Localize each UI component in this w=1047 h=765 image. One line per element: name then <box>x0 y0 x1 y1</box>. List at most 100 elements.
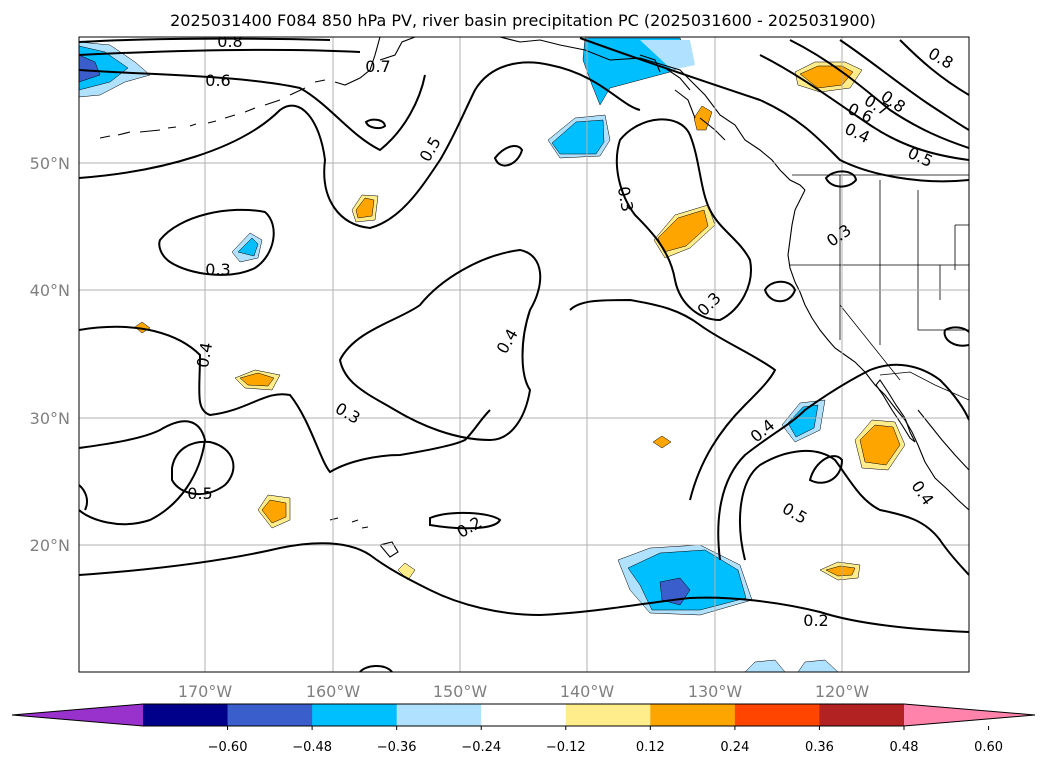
contour-label: 0.3 <box>205 260 230 279</box>
aleutian-islands <box>99 79 326 139</box>
colorbar-segment <box>565 704 651 726</box>
colorbar-tick-label: 0.60 <box>974 740 1003 755</box>
colorbar-tick-label: 0.12 <box>636 740 665 755</box>
colorbar-segment <box>481 704 567 726</box>
colorbar-ticks: −0.60 −0.48 −0.36 −0.24 −0.12 0.12 0.24 0.36 0.4… <box>208 726 1003 755</box>
coastlines <box>99 37 969 558</box>
colorbar-segment <box>227 704 313 726</box>
contour-0.4-east <box>717 363 969 561</box>
neg-area-subtropical-east-core <box>787 404 819 438</box>
contour-0.5-south <box>171 440 235 496</box>
neg-area-west-edge-max <box>79 54 101 83</box>
contour-label: 0.8 <box>217 32 242 51</box>
colorbar-extend-low <box>12 704 143 726</box>
colorbar-segment <box>143 704 229 726</box>
hawaii-islands <box>329 517 399 558</box>
baja-peninsula <box>875 379 916 443</box>
colorbar-segment <box>396 704 482 726</box>
neg-area-west-edge-core <box>79 45 129 91</box>
colorbar-extend-high <box>904 704 1035 726</box>
neg-area-south-edge <box>744 659 786 672</box>
contour-label: 0.4 <box>193 341 216 369</box>
pos-area-west-small-core <box>355 197 375 219</box>
contour-0.8-top <box>79 37 331 43</box>
gulf-california <box>917 409 969 471</box>
contour-0.7-northeast <box>899 39 969 96</box>
contour-0.3-ne-small <box>824 170 858 188</box>
contour-label: 0.2 <box>803 611 828 630</box>
contour-0.4-mid <box>79 325 491 474</box>
contour-0.3-alaska <box>579 37 969 183</box>
colorbar-tick-label: −0.24 <box>461 740 501 755</box>
contour-0.6-northeast <box>839 39 969 131</box>
grid-lines <box>79 37 969 672</box>
pos-area-tiny <box>652 435 672 449</box>
colorbar-segment <box>734 704 820 726</box>
contour-0.5-inner-east <box>808 455 844 484</box>
contour-label: 0.7 <box>365 57 390 76</box>
contour-0.3-bay <box>615 118 752 322</box>
contour-0.3-nw-small <box>493 145 524 167</box>
contour-0.5-northeast <box>789 39 969 149</box>
contour-0.2-south <box>79 542 969 633</box>
lon-label-170w: 170°W <box>178 682 233 701</box>
lat-label-30n: 30°N <box>30 409 70 428</box>
colorbar-segment <box>312 704 398 726</box>
colorbar-segment <box>650 704 736 726</box>
pos-area-baja-core <box>859 424 901 466</box>
latitude-labels: 50°N 40°N 30°N 20°N <box>30 154 70 555</box>
map-title: 2025031400 F084 850 hPa PV, river basin … <box>170 11 876 30</box>
neg-area-small-west-core <box>237 237 259 257</box>
contour-0.6-west <box>79 69 426 152</box>
lat-label-20n: 20°N <box>30 536 70 555</box>
contour-0.4-west-edge <box>79 484 89 511</box>
neg-area-gulf-light <box>640 40 695 70</box>
contour-0.3-central <box>338 248 542 442</box>
colorbar-tick-label: 0.24 <box>720 740 749 755</box>
west-coast <box>787 189 969 511</box>
contour-0.4-southwest <box>79 420 207 526</box>
lon-label-140w: 140°W <box>560 682 615 701</box>
lon-label-120w: 120°W <box>815 682 870 701</box>
colorbar-tick-label: 0.48 <box>890 740 919 755</box>
contour-0.7-top <box>79 48 361 56</box>
lon-label-130w: 130°W <box>688 682 743 701</box>
contour-0.3-small-east <box>763 280 797 303</box>
colorbar-tick-label: −0.48 <box>292 740 332 755</box>
neg-area-north-pacific-core <box>551 119 605 155</box>
contour-0.3-west <box>158 208 275 276</box>
contour-0.3-east <box>569 298 777 501</box>
pos-area-northeast-core <box>799 65 854 89</box>
pos-area-southeast-core <box>825 565 856 577</box>
contour-label: 0.3 <box>614 185 637 213</box>
colorbar-tick-label: −0.12 <box>546 740 586 755</box>
contour-0.2-central <box>429 511 502 530</box>
contour-label: 0.6 <box>205 71 230 90</box>
contour-label: 0.5 <box>187 484 212 503</box>
colorbar-tick-label: −0.36 <box>377 740 417 755</box>
contour-0.3-tiny <box>364 118 387 130</box>
contour-0.5-north <box>79 61 641 230</box>
lat-label-50n: 50°N <box>30 154 70 173</box>
precip-shading <box>79 37 906 672</box>
colorbar-segment <box>819 704 905 726</box>
lon-label-160w: 160°W <box>306 682 361 701</box>
lon-label-150w: 150°W <box>433 682 488 701</box>
colorbar: −0.60 −0.48 −0.36 −0.24 −0.12 0.12 0.24 0.36 0.4… <box>11 703 1036 755</box>
contour-0.4-east-edge <box>943 326 969 347</box>
pos-area-hawaii-core <box>261 499 287 524</box>
colorbar-tick-label: 0.36 <box>805 740 834 755</box>
colorbar-outline <box>11 703 1036 727</box>
neg-area-south-core <box>627 549 747 611</box>
neg-area-south-edge2 <box>797 659 839 672</box>
pv-contours <box>79 37 969 672</box>
map-panel: 0.8 0.6 0.7 0.5 0.8 0.7 0.6 0.4 0.5 0.3 … <box>79 32 969 672</box>
longitude-labels: 170°W 160°W 150°W 140°W 130°W 120°W <box>178 682 870 701</box>
us-state-lines <box>790 175 969 381</box>
pos-area-west-mid-core <box>239 372 275 387</box>
map-frame <box>78 36 970 673</box>
alaska-coast <box>334 37 806 191</box>
colorbar-segments <box>12 704 1035 726</box>
canada-islands <box>639 54 726 141</box>
